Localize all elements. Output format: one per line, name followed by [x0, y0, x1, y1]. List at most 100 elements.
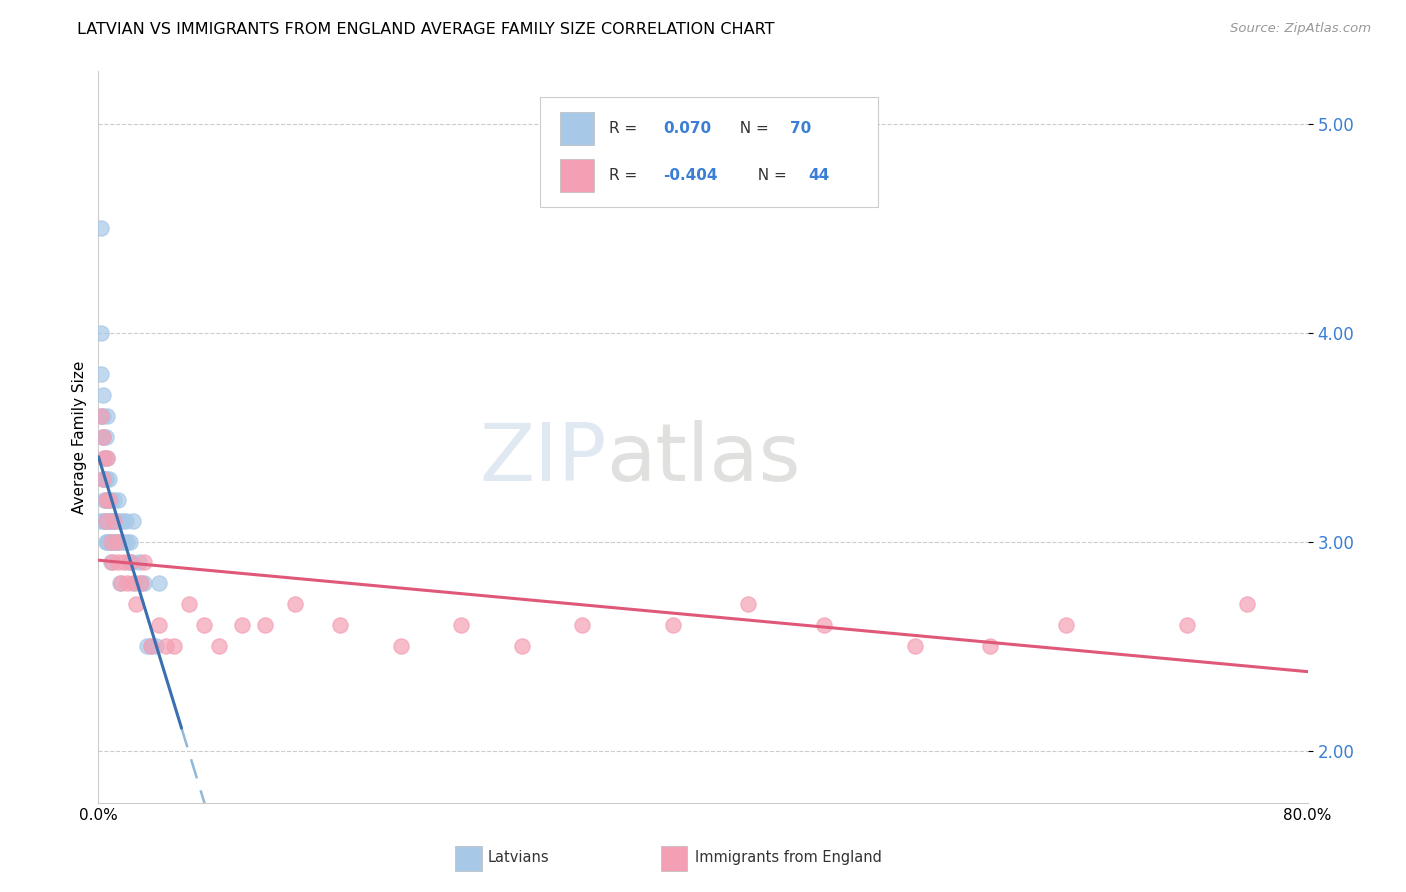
FancyBboxPatch shape [561, 159, 595, 192]
Point [100, 534, 122, 549]
Point [98, 472, 121, 486]
Point [93, 492, 115, 507]
Point [93, 450, 115, 465]
FancyBboxPatch shape [661, 846, 688, 871]
Point [110, 576, 132, 591]
Text: 44: 44 [808, 168, 830, 183]
Point [145, 639, 167, 653]
Text: N =: N = [748, 168, 792, 183]
Point [91, 472, 114, 486]
Point [98, 492, 121, 507]
Point [132, 556, 155, 570]
Point [118, 556, 141, 570]
Point [141, 639, 163, 653]
Point [96, 534, 118, 549]
Point [125, 597, 148, 611]
Y-axis label: Average Family Size: Average Family Size [72, 360, 87, 514]
Text: -0.404: -0.404 [664, 168, 717, 183]
Point [135, 639, 157, 653]
Text: ZIP: ZIP [479, 420, 606, 498]
Point [1054, 618, 1077, 632]
Point [93, 472, 115, 486]
Point [100, 556, 122, 570]
Point [91, 409, 114, 424]
Text: 0.070: 0.070 [664, 120, 711, 136]
Point [91, 472, 114, 486]
Point [284, 597, 307, 611]
Point [94, 534, 117, 549]
Point [1175, 618, 1198, 632]
Point [129, 576, 152, 591]
Point [100, 534, 122, 549]
Point [101, 534, 124, 549]
Point [94, 430, 117, 444]
Point [100, 534, 122, 549]
Point [96, 492, 118, 507]
Point [94, 472, 117, 486]
Point [93, 514, 115, 528]
Point [115, 534, 138, 549]
Point [389, 639, 412, 653]
Point [104, 514, 127, 528]
Point [148, 618, 170, 632]
Point [98, 492, 121, 507]
Point [94, 472, 117, 486]
Point [101, 534, 124, 549]
FancyBboxPatch shape [456, 846, 482, 871]
Point [979, 639, 1001, 653]
Point [107, 492, 129, 507]
Point [93, 514, 115, 528]
Point [105, 534, 128, 549]
Point [107, 556, 129, 570]
Point [208, 639, 231, 653]
Point [193, 618, 215, 632]
Point [96, 450, 118, 465]
Text: atlas: atlas [606, 420, 800, 498]
Point [125, 576, 148, 591]
Point [94, 492, 117, 507]
Point [91, 388, 114, 402]
Point [231, 618, 253, 632]
Point [104, 534, 127, 549]
Point [103, 514, 125, 528]
Text: Latvians: Latvians [488, 850, 550, 865]
Point [253, 618, 276, 632]
Point [450, 618, 472, 632]
Point [96, 534, 118, 549]
Text: R =: R = [609, 168, 641, 183]
Text: R =: R = [609, 120, 641, 136]
Point [90, 409, 112, 424]
Point [571, 618, 593, 632]
Point [329, 618, 352, 632]
Point [737, 597, 759, 611]
Point [103, 492, 125, 507]
Point [90, 409, 112, 424]
Point [94, 514, 117, 528]
Point [100, 514, 122, 528]
Point [105, 534, 128, 549]
Text: 70: 70 [790, 120, 811, 136]
Point [1236, 597, 1258, 611]
FancyBboxPatch shape [561, 112, 595, 145]
Point [112, 534, 135, 549]
Point [122, 514, 145, 528]
Point [114, 514, 136, 528]
Point [107, 534, 129, 549]
Point [93, 450, 115, 465]
Point [115, 576, 138, 591]
Text: Source: ZipAtlas.com: Source: ZipAtlas.com [1230, 22, 1371, 36]
Point [105, 514, 128, 528]
Point [94, 514, 117, 528]
Point [90, 326, 112, 340]
Point [179, 597, 201, 611]
Point [128, 556, 150, 570]
Point [96, 450, 118, 465]
Point [108, 576, 131, 591]
Point [89, 514, 111, 528]
Point [121, 556, 143, 570]
Point [98, 534, 121, 549]
Point [148, 576, 170, 591]
Point [94, 492, 117, 507]
Point [111, 514, 134, 528]
Point [132, 576, 155, 591]
